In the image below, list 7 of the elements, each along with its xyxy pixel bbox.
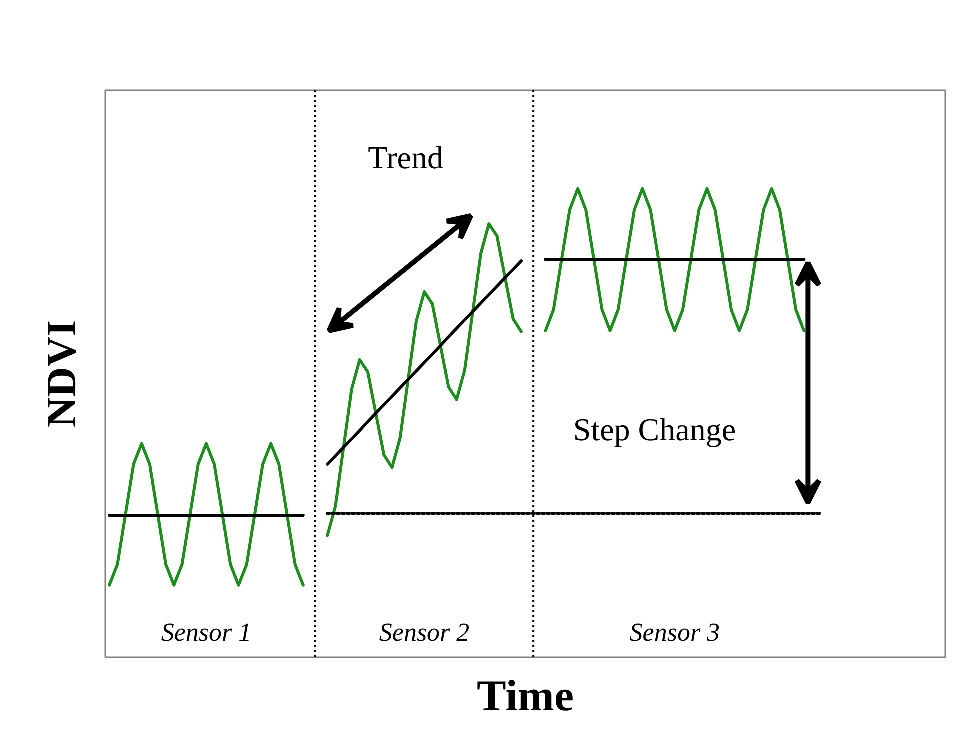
annotation: Sensor 2 (379, 618, 470, 648)
text: Trend (368, 139, 444, 176)
y-axis-title: NDVI (40, 320, 86, 428)
x-axis-title: Time (477, 672, 574, 720)
annotation: Sensor 1 (161, 618, 252, 648)
annotation: Sensor 3 (630, 618, 720, 648)
annotation: Step Change (573, 411, 736, 448)
